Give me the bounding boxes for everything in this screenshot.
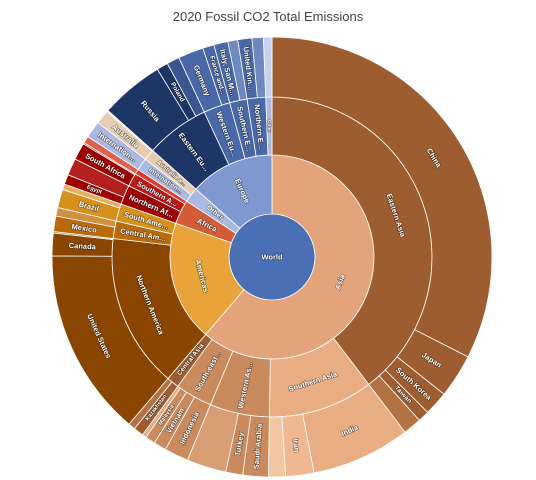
chart-title: 2020 Fossil CO2 Total Emissions (172, 9, 364, 24)
segment-other-europe-leaf[interactable] (262, 36, 273, 98)
segment-label-canada: Canada (69, 241, 97, 252)
segment-label-other-europe: Other (267, 120, 272, 132)
segment-label-world: World (261, 253, 283, 262)
segment-label-saudi-arabia: Saudi Arabia (252, 423, 264, 470)
segment-china[interactable] (271, 36, 493, 358)
segment-label-iran: Iran (291, 438, 302, 453)
